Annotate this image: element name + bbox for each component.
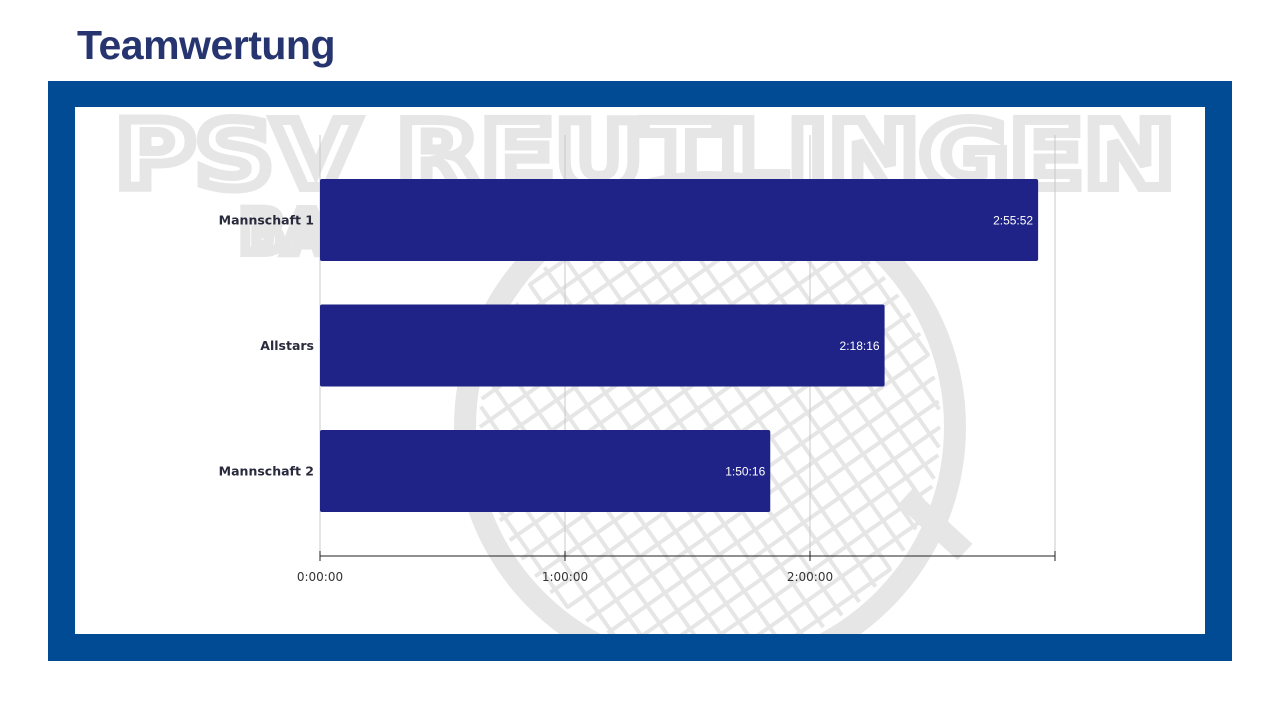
chart-frame: PSV REUTLINGEN BA Mannschaft 1 2:55:52 All…	[48, 81, 1232, 661]
page-title: Teamwertung	[77, 22, 336, 68]
chart-panel: PSV REUTLINGEN BA Mannschaft 1 2:55:52 All…	[75, 107, 1205, 634]
watermark-string	[595, 225, 861, 604]
category-label: Mannschaft 1	[219, 213, 314, 228]
watermark-string	[850, 244, 931, 357]
watermark-string	[636, 207, 893, 571]
value-label: 1:50:16	[725, 465, 765, 479]
bar-chart: PSV REUTLINGEN BA Mannschaft 1 2:55:52All…	[110, 107, 1180, 634]
watermark-string	[614, 215, 878, 588]
category-label: Mannschaft 2	[219, 464, 314, 479]
bars: Mannschaft 1 2:55:52 Allstars 2:18:16 Mannsc…	[219, 179, 1039, 512]
x-tick-label: 0:00:00	[297, 570, 343, 584]
value-label: 2:18:16	[840, 339, 880, 353]
watermark-string	[606, 399, 940, 634]
watermark-subtext: BA	[240, 198, 329, 266]
watermark-string	[630, 425, 942, 634]
category-label: Allstars	[260, 338, 314, 353]
watermark-racket-handle	[897, 488, 973, 561]
watermark-string	[657, 453, 940, 634]
watermark-string	[688, 484, 934, 634]
x-tick-label: 1:00:00	[542, 570, 588, 584]
bar	[320, 304, 885, 387]
x-tick-label: 2:00:00	[787, 570, 833, 584]
bar	[320, 179, 1039, 261]
value-label: 2:55:52	[993, 214, 1033, 228]
x-axis: 0:00:00 1:00:00 2:00:00	[297, 551, 1056, 584]
watermark-racket-strings	[478, 195, 942, 634]
watermark-string	[726, 520, 921, 634]
watermark-string	[780, 567, 893, 634]
bar	[320, 430, 771, 512]
